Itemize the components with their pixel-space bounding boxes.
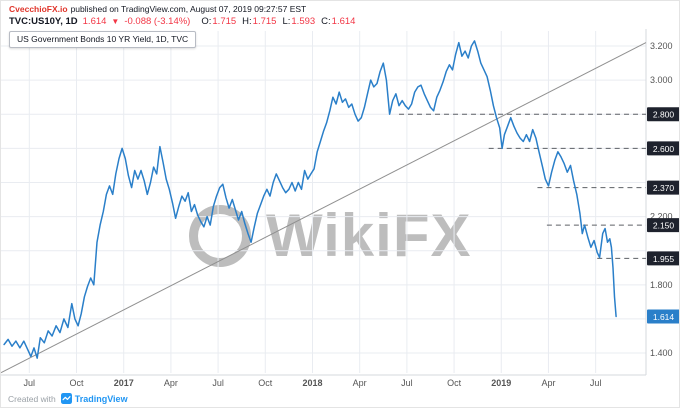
price-level-label: 2.600 <box>653 144 675 154</box>
ohlc-value: 1.593 <box>291 16 316 27</box>
y-axis-label: 2.200 <box>650 212 673 222</box>
x-axis-label: Apr <box>353 378 367 388</box>
symbol-row: TVC:US10Y, 1D 1.614 ▼ -0.088 (-3.14%) O:… <box>9 16 355 27</box>
x-axis-label: Oct <box>70 378 85 388</box>
x-axis-label: 2018 <box>302 378 322 388</box>
price-level-box <box>647 107 679 122</box>
ohlc-value: 1.614 <box>331 16 356 27</box>
trendline[interactable] <box>1 42 647 374</box>
symbol-label[interactable]: TVC:US10Y, 1D <box>9 16 78 27</box>
publish-info: published on TradingView.com, August 07,… <box>70 4 307 14</box>
price-level-box <box>647 251 679 266</box>
y-axis-label: 3.000 <box>650 75 673 85</box>
price-level-label: 2.370 <box>653 183 675 193</box>
tradingview-brand-text: TradingView <box>74 393 128 404</box>
y-axis-label: 1.400 <box>650 348 673 358</box>
x-axis-label: Apr <box>164 378 178 388</box>
ohlc-label: L: <box>282 16 291 27</box>
ohlc-values: O: 1.715 H: 1.715 L: 1.593 C: 1.614 <box>195 16 355 27</box>
chart-header: CvecchioFX.io published on TradingView.co… <box>9 4 355 27</box>
price-level-box <box>647 218 679 233</box>
chart-footer: Created with TradingView <box>8 393 128 404</box>
x-axis-label: 2017 <box>114 378 134 388</box>
ohlc-label: C: <box>321 16 331 27</box>
price-level-box <box>647 141 679 156</box>
last-price-box <box>647 309 679 324</box>
x-axis-label: Oct <box>447 378 462 388</box>
created-with-label: Created with <box>8 393 56 404</box>
price-line <box>3 40 617 359</box>
price-level-label: 1.955 <box>653 254 675 264</box>
price-level-box <box>647 180 679 195</box>
down-arrow-icon: ▼ <box>111 17 120 26</box>
wikifx-logo-icon <box>189 205 251 267</box>
y-axis-label: 3.200 <box>650 41 673 51</box>
x-axis-label: Jul <box>24 378 36 388</box>
tradingview-logo-icon <box>60 393 72 404</box>
byline: CvecchioFX.io published on TradingView.co… <box>9 4 355 14</box>
ohlc-value: 1.715 <box>252 16 277 27</box>
last-price-value: 1.614 <box>82 16 107 27</box>
price-change: -0.088 (-3.14%) <box>124 16 191 27</box>
y-axis-label: 1.800 <box>650 280 673 290</box>
x-axis-label: Oct <box>258 378 273 388</box>
x-axis-label: Jul <box>401 378 413 388</box>
ohlc-label: H: <box>242 16 252 27</box>
x-axis-label: Jul <box>212 378 224 388</box>
tradingview-link[interactable]: TradingView <box>60 393 128 404</box>
price-level-label: 2.800 <box>653 110 675 120</box>
x-axis-label: 2019 <box>491 378 511 388</box>
x-axis-label: Jul <box>590 378 602 388</box>
chart-legend: US Government Bonds 10 YR Yield, 1D, TVC <box>9 31 197 48</box>
ohlc-value: 1.715 <box>212 16 237 27</box>
ohlc-label: O: <box>201 16 212 27</box>
wikifx-watermark: WikiFX <box>189 205 471 267</box>
last-price-label: 1.614 <box>653 312 675 322</box>
author-link[interactable]: CvecchioFX.io <box>9 4 68 14</box>
time-axis[interactable] <box>1 375 646 395</box>
price-level-label: 2.150 <box>653 221 675 231</box>
x-axis-label: Apr <box>541 378 555 388</box>
wikifx-watermark-text: WikiFX <box>266 202 472 269</box>
